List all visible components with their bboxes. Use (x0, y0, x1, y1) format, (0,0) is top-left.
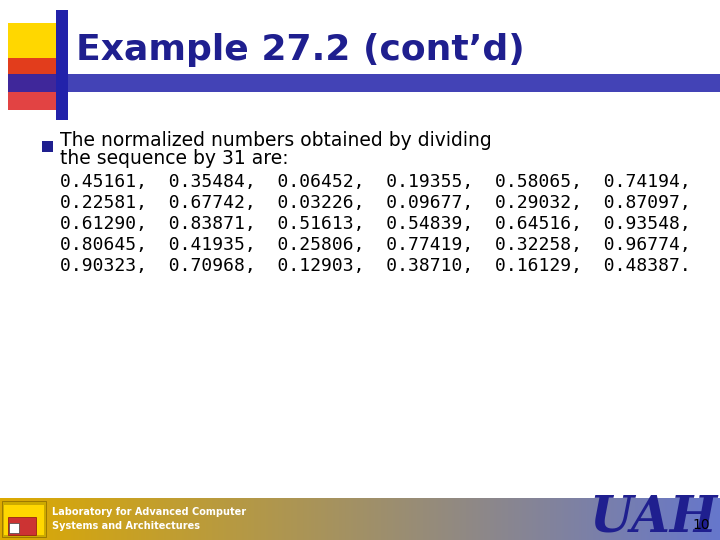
FancyBboxPatch shape (9, 523, 19, 533)
Bar (8, 58, 60, 110)
Bar (2, 501, 46, 537)
Bar (8, 23, 60, 75)
Bar (42, 141, 53, 152)
Text: The normalized numbers obtained by dividing: The normalized numbers obtained by divid… (60, 132, 492, 151)
Text: Example 27.2 (cont’d): Example 27.2 (cont’d) (76, 33, 525, 67)
Text: 10: 10 (693, 518, 710, 532)
Text: 0.80645,  0.41935,  0.25806,  0.77419,  0.32258,  0.96774,: 0.80645, 0.41935, 0.25806, 0.77419, 0.32… (60, 236, 690, 254)
Bar (4, 505, 44, 535)
Bar (8, 517, 36, 535)
Text: 0.22581,  0.67742,  0.03226,  0.09677,  0.29032,  0.87097,: 0.22581, 0.67742, 0.03226, 0.09677, 0.29… (60, 194, 690, 212)
Text: 0.90323,  0.70968,  0.12903,  0.38710,  0.16129,  0.48387.: 0.90323, 0.70968, 0.12903, 0.38710, 0.16… (60, 257, 690, 275)
Text: the sequence by 31 are:: the sequence by 31 are: (60, 150, 289, 168)
Text: 0.61290,  0.83871,  0.51613,  0.54839,  0.64516,  0.93548,: 0.61290, 0.83871, 0.51613, 0.54839, 0.64… (60, 215, 690, 233)
Bar (56, 10, 68, 120)
Text: Laboratory for Advanced Computer
Systems and Architectures: Laboratory for Advanced Computer Systems… (52, 507, 246, 531)
Bar (8, 74, 720, 92)
Text: UAH: UAH (590, 494, 718, 540)
Text: 0.45161,  0.35484,  0.06452,  0.19355,  0.58065,  0.74194,: 0.45161, 0.35484, 0.06452, 0.19355, 0.58… (60, 173, 690, 191)
